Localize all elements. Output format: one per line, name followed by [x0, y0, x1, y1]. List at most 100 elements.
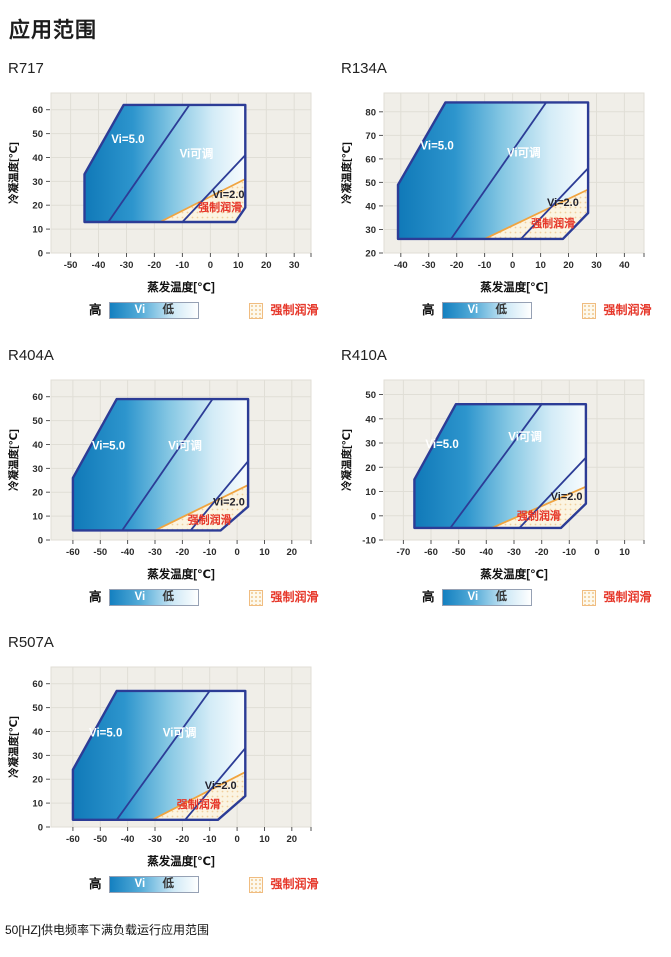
legend-forced-lube-label: 强制润滑 [270, 590, 319, 604]
svg-text:-40: -40 [479, 547, 493, 558]
legend-vi-gradient-bar: Vi 低 [441, 589, 532, 606]
svg-text:20: 20 [32, 775, 43, 786]
chart-legend: 高 Vi 低 强制润滑 [89, 302, 338, 319]
svg-text:-10: -10 [203, 547, 217, 558]
svg-text:40: 40 [365, 414, 376, 425]
svg-text:10: 10 [32, 225, 43, 236]
svg-text:冷凝温度[℃]: 冷凝温度[℃] [7, 142, 20, 204]
svg-text:20: 20 [32, 201, 43, 212]
chart-canvas-r717: -50 -40 -30 -20 -10 0 10 20 30 0 10 20 30 40 50 60 Vi=5.… [5, 85, 338, 299]
svg-text:-10: -10 [362, 536, 376, 547]
svg-text:-70: -70 [397, 547, 411, 558]
svg-text:Vi=2.0: Vi=2.0 [551, 491, 583, 503]
legend-forced-lube-swatch [248, 302, 263, 319]
svg-text:0: 0 [371, 511, 376, 522]
legend-vi-gradient-bar: Vi 低 [108, 302, 199, 319]
chart-row-1: R717 -50 -40 -30 -20 -10 0 10 20 30 0 10 20 30 40 50 60… [0, 60, 671, 319]
svg-text:0: 0 [510, 260, 515, 271]
svg-text:冷凝温度[℃]: 冷凝温度[℃] [340, 429, 353, 491]
legend-vi-label: Vi [134, 878, 146, 890]
chart-block-r410a: R410A -70 -60 -50 -40 -30 -20 -10 0 10 -10 0 10 20 30… [338, 347, 671, 606]
svg-text:冷凝温度[℃]: 冷凝温度[℃] [7, 429, 20, 491]
legend-high-label: 高 [89, 303, 102, 317]
svg-text:-60: -60 [66, 834, 80, 845]
svg-text:40: 40 [32, 727, 43, 738]
svg-text:60: 60 [365, 154, 376, 165]
svg-text:Vi=5.0: Vi=5.0 [92, 440, 125, 452]
svg-text:30: 30 [591, 260, 602, 271]
svg-text:50: 50 [32, 129, 43, 140]
svg-text:-30: -30 [507, 547, 521, 558]
chart-title-r404a: R404A [8, 347, 54, 364]
svg-text:-10: -10 [176, 260, 190, 271]
svg-text:-40: -40 [121, 834, 135, 845]
svg-text:-20: -20 [176, 547, 190, 558]
chart-canvas-r410a: -70 -60 -50 -40 -30 -20 -10 0 10 -10 0 10 20 30 40 50 Vi… [338, 372, 671, 586]
chart-legend: 高 Vi 低 强制润滑 [89, 876, 338, 893]
svg-text:70: 70 [365, 131, 376, 142]
svg-text:Vi可调: Vi可调 [508, 430, 542, 444]
svg-text:-50: -50 [93, 547, 107, 558]
svg-text:30: 30 [32, 464, 43, 475]
svg-text:强制润滑: 强制润滑 [177, 797, 221, 811]
legend-vi-gradient-bar: Vi 低 [108, 876, 199, 893]
svg-text:Vi=5.0: Vi=5.0 [420, 141, 453, 153]
chart-title-r134a: R134A [341, 60, 387, 77]
svg-text:-20: -20 [450, 260, 464, 271]
legend-high-label: 高 [89, 590, 102, 604]
svg-text:强制润滑: 强制润滑 [531, 216, 575, 230]
svg-text:10: 10 [365, 487, 376, 498]
svg-text:冷凝温度[℃]: 冷凝温度[℃] [7, 716, 20, 778]
svg-text:-50: -50 [64, 260, 78, 271]
chart-legend: 高 Vi 低 强制润滑 [89, 589, 338, 606]
svg-text:20: 20 [32, 488, 43, 499]
svg-text:蒸发温度[℃]: 蒸发温度[℃] [147, 854, 215, 868]
legend-forced-lube-swatch [248, 876, 263, 893]
svg-text:Vi可调: Vi可调 [168, 438, 202, 452]
svg-text:Vi=2.0: Vi=2.0 [547, 197, 579, 209]
svg-text:20: 20 [365, 463, 376, 474]
svg-text:10: 10 [535, 260, 546, 271]
svg-text:60: 60 [32, 105, 43, 116]
svg-text:蒸发温度[℃]: 蒸发温度[℃] [147, 280, 215, 294]
svg-text:-50: -50 [452, 547, 466, 558]
svg-text:Vi可调: Vi可调 [180, 147, 214, 161]
svg-text:10: 10 [233, 260, 244, 271]
legend-vi-label: Vi [134, 591, 146, 603]
svg-text:强制润滑: 强制润滑 [188, 512, 232, 526]
svg-text:Vi=2.0: Vi=2.0 [213, 496, 245, 508]
chart-legend: 高 Vi 低 强制润滑 [422, 589, 671, 606]
svg-text:0: 0 [594, 547, 599, 558]
svg-text:30: 30 [365, 439, 376, 450]
svg-text:强制润滑: 强制润滑 [198, 200, 242, 214]
svg-text:-60: -60 [66, 547, 80, 558]
svg-text:80: 80 [365, 107, 376, 118]
svg-text:-50: -50 [93, 834, 107, 845]
svg-text:10: 10 [619, 547, 630, 558]
legend-vi-label: Vi [467, 591, 479, 603]
empty-cell [338, 634, 671, 893]
chart-title-r717: R717 [8, 60, 44, 77]
svg-text:冷凝温度[℃]: 冷凝温度[℃] [340, 142, 353, 204]
legend-low-label: 低 [495, 304, 508, 316]
legend-forced-lube-label: 强制润滑 [603, 590, 652, 604]
svg-text:-30: -30 [148, 547, 162, 558]
chart-block-r404a: R404A -60 -50 -40 -30 -20 -10 0 10 20 0 10 20 30 40 50… [0, 347, 338, 606]
svg-text:-20: -20 [148, 260, 162, 271]
svg-text:0: 0 [38, 249, 43, 260]
legend-low-label: 低 [162, 591, 175, 603]
svg-text:10: 10 [259, 834, 270, 845]
footnote: 50[HZ]供电频率下满负载运行应用范围 [5, 923, 210, 937]
legend-forced-lube-swatch [581, 302, 596, 319]
svg-text:30: 30 [32, 751, 43, 762]
legend-high-label: 高 [89, 877, 102, 891]
chart-title-r507a: R507A [8, 634, 54, 651]
svg-text:40: 40 [32, 153, 43, 164]
chart-canvas-r507a: -60 -50 -40 -30 -20 -10 0 10 20 0 10 20 30 40 50 60 Vi=5… [5, 659, 338, 873]
svg-text:30: 30 [289, 260, 300, 271]
svg-text:0: 0 [234, 547, 239, 558]
svg-text:-40: -40 [121, 547, 135, 558]
svg-text:-30: -30 [148, 834, 162, 845]
legend-forced-lube-label: 强制润滑 [270, 877, 319, 891]
